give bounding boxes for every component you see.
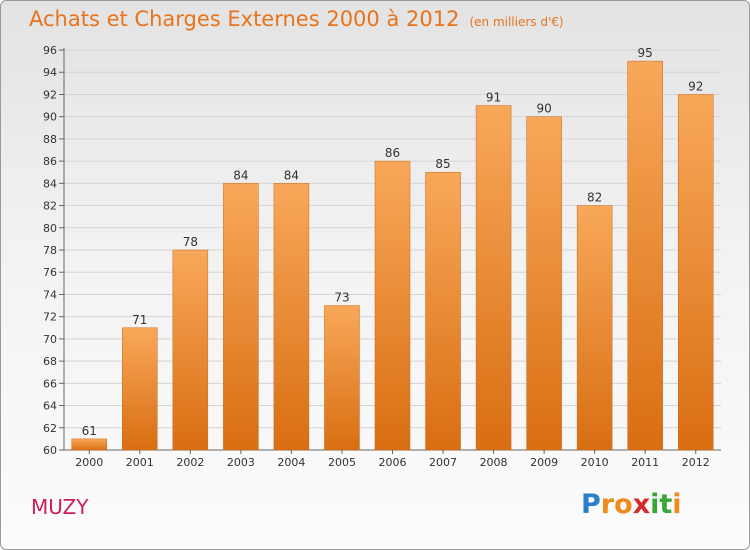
x-tick-labels: 2000 2001 2002 2003 2004 2005 2006 2007 2008 2009… <box>75 450 710 469</box>
data-label-2002: 78 <box>183 235 198 249</box>
y-tick-label: 74 <box>43 288 57 301</box>
y-tick-labels: 60 62 64 66 68 70 72 74 76 78 80 82 84 86 88 90 92 94 96 <box>43 44 57 457</box>
data-label-2012: 92 <box>688 79 703 93</box>
data-label-2010: 82 <box>587 191 602 205</box>
y-tick-label: 68 <box>43 355 57 368</box>
x-tick-label-2000: 2000 <box>75 456 103 469</box>
x-tick-label-2011: 2011 <box>631 456 659 469</box>
x-tick-label-2010: 2010 <box>581 456 609 469</box>
x-tick-label-2009: 2009 <box>530 456 558 469</box>
x-tick-label-2005: 2005 <box>328 456 356 469</box>
y-tick-label: 94 <box>43 66 57 79</box>
x-tick-label-2003: 2003 <box>227 456 255 469</box>
data-label-2000: 61 <box>82 424 97 438</box>
bar-2008 <box>475 105 512 451</box>
bar-2004 <box>273 183 310 451</box>
x-tick-label-2001: 2001 <box>126 456 154 469</box>
data-label-2004: 84 <box>284 168 299 182</box>
data-label-2001: 71 <box>132 313 147 327</box>
bar-2003 <box>223 183 259 451</box>
data-label-2011: 95 <box>638 46 653 60</box>
logo-letter: P <box>581 489 601 520</box>
bars <box>71 60 714 451</box>
y-tick-label: 70 <box>43 333 57 346</box>
bar-2006 <box>374 160 411 451</box>
y-tick-label: 60 <box>43 444 57 457</box>
y-tick-label: 92 <box>43 88 57 101</box>
data-label-2009: 90 <box>536 102 551 116</box>
data-label-2008: 91 <box>486 91 501 105</box>
x-tick-label-2002: 2002 <box>176 456 204 469</box>
y-tick-label: 84 <box>43 177 57 190</box>
data-label-2006: 86 <box>385 146 400 160</box>
data-label-2005: 73 <box>334 291 349 305</box>
chart-title: Achats et Charges Externes 2000 à 2012 <box>29 7 460 31</box>
data-label-2003: 84 <box>233 168 248 182</box>
logo-letter: r <box>600 489 615 520</box>
x-tick-label-2006: 2006 <box>379 456 407 469</box>
title-row: Achats et Charges Externes 2000 à 2012 (e… <box>29 7 564 31</box>
y-tick-label: 64 <box>43 400 57 413</box>
y-tick-label: 86 <box>43 155 57 168</box>
logo-letter: o <box>614 489 633 520</box>
y-tick-label: 66 <box>43 377 57 390</box>
data-label-2007: 85 <box>435 157 450 171</box>
bar-2000 <box>71 438 108 451</box>
bar-2002 <box>172 249 209 451</box>
logo-letter: t <box>659 489 673 520</box>
data-labels: 61 71 78 84 84 73 86 85 91 90 82 95 92 <box>82 46 704 438</box>
chart-subtitle: (en milliers d'€) <box>469 15 564 29</box>
bar-2001 <box>122 327 158 451</box>
y-tick-label: 96 <box>43 44 57 57</box>
proxiti-logo: Proxiti <box>581 489 682 520</box>
bar-2012 <box>677 94 714 451</box>
y-tick-label: 88 <box>43 133 57 146</box>
logo-letter: i <box>650 489 660 520</box>
y-tick-label: 80 <box>43 222 57 235</box>
town-name: MUZY <box>31 495 89 519</box>
x-tick-label-2007: 2007 <box>429 456 457 469</box>
y-tick-label: 76 <box>43 266 57 279</box>
y-tick-label: 82 <box>43 200 57 213</box>
x-tick-label-2004: 2004 <box>277 456 305 469</box>
bar-2009 <box>526 116 562 451</box>
y-tick-label: 72 <box>43 311 57 324</box>
x-tick-label-2012: 2012 <box>682 456 710 469</box>
y-tick-label: 90 <box>43 111 57 124</box>
bar-2010 <box>576 205 613 451</box>
y-tick-label: 78 <box>43 244 57 257</box>
logo-letter: i <box>672 489 682 520</box>
bar-2007 <box>425 171 461 451</box>
bar-2011 <box>627 60 663 451</box>
y-tick-label: 62 <box>43 422 57 435</box>
bar-2005 <box>324 305 360 451</box>
logo-letter: x <box>632 489 651 520</box>
x-tick-label-2008: 2008 <box>480 456 508 469</box>
